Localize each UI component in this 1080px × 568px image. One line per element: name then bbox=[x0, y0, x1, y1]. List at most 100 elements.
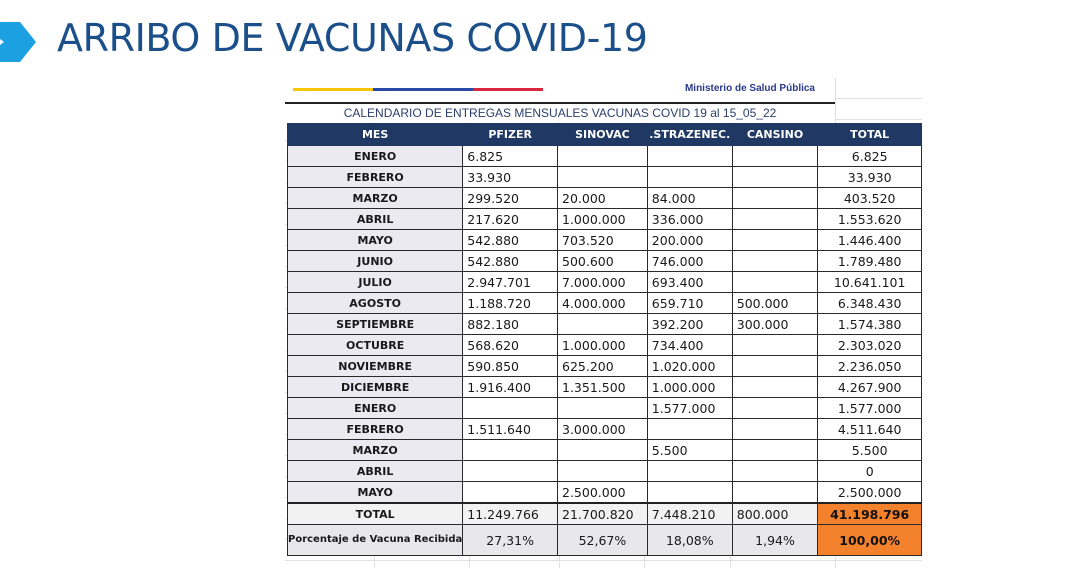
cell-mes: FEBRERO bbox=[286, 418, 464, 440]
cell-pfizer: 2.947.701 bbox=[462, 271, 558, 293]
cell-pfizer: 590.850 bbox=[462, 355, 558, 377]
cell-total: 0 bbox=[817, 460, 922, 482]
cell-pfizer bbox=[462, 397, 558, 419]
cell-sinovac: 20.000 bbox=[557, 187, 648, 209]
cell-astrazeneca: 659.710 bbox=[646, 292, 733, 314]
cell-astrazeneca: 18,08% bbox=[646, 524, 733, 556]
cell-total: 5.500 bbox=[817, 439, 922, 461]
cell-pfizer: 1.511.640 bbox=[462, 418, 558, 440]
table-row: ABRIL 217.620 1.000.000 336.000 1.553.620 bbox=[286, 208, 922, 230]
cell-astrazeneca bbox=[646, 481, 733, 504]
cell-mes: AGOSTO bbox=[286, 292, 464, 314]
cell-pfizer: 542.880 bbox=[462, 229, 558, 251]
cell-astrazeneca bbox=[646, 145, 733, 167]
table-row: JUNIO 542.880 500.600 746.000 1.789.480 bbox=[286, 250, 922, 272]
table-row: JULIO 2.947.701 7.000.000 693.400 10.641.101 bbox=[286, 271, 922, 293]
cell-total: 403.520 bbox=[817, 187, 922, 209]
cell-mes: ABRIL bbox=[286, 208, 464, 230]
cell-mes: NOVIEMBRE bbox=[286, 355, 464, 377]
cell-total: 2.500.000 bbox=[817, 481, 922, 504]
cell-cansino: 500.000 bbox=[731, 292, 819, 314]
cell-cansino bbox=[731, 334, 819, 356]
table-row: ENERO 6.825 6.825 bbox=[286, 145, 922, 167]
cell-sinovac: 703.520 bbox=[557, 229, 648, 251]
cell-astrazeneca bbox=[646, 418, 733, 440]
cell-pfizer: 33.930 bbox=[462, 166, 558, 188]
cell-sinovac: 1.000.000 bbox=[557, 334, 648, 356]
table-row: ABRIL 0 bbox=[286, 460, 922, 482]
table-row: MAYO 2.500.000 2.500.000 bbox=[286, 481, 922, 504]
table-row: MARZO 299.520 20.000 84.000 403.520 bbox=[286, 187, 922, 209]
cell-astrazeneca: 5.500 bbox=[646, 439, 733, 461]
cell-total: 4.511.640 bbox=[817, 418, 922, 440]
cell-astrazeneca: 392.200 bbox=[646, 313, 733, 335]
table-row: AGOSTO 1.188.720 4.000.000 659.710 500.000 6.… bbox=[286, 292, 922, 314]
table-row: FEBRERO 1.511.640 3.000.000 4.511.640 bbox=[286, 418, 922, 440]
cell-cansino: 800.000 bbox=[731, 502, 819, 525]
ministry-header: Ministerio de Salud Pública bbox=[285, 78, 835, 104]
cell-cansino bbox=[731, 439, 819, 461]
cell-total: 100,00% bbox=[817, 524, 922, 556]
cell-mes: MAYO bbox=[286, 229, 464, 251]
cell-cansino bbox=[731, 145, 819, 167]
cell-pfizer: 27,31% bbox=[462, 524, 558, 556]
cell-mes: FEBRERO bbox=[286, 166, 464, 188]
cell-pfizer: 1.916.400 bbox=[462, 376, 558, 398]
header-astrazeneca: .STRAZENEC. bbox=[646, 123, 733, 146]
cell-astrazeneca: 746.000 bbox=[646, 250, 733, 272]
cell-pfizer: 542.880 bbox=[462, 250, 558, 272]
cell-sinovac bbox=[557, 460, 648, 482]
cell-cansino bbox=[731, 166, 819, 188]
header-total: TOTAL bbox=[817, 123, 922, 146]
cell-total: 10.641.101 bbox=[817, 271, 922, 293]
table-row: DICIEMBRE 1.916.400 1.351.500 1.000.000 4.26… bbox=[286, 376, 922, 398]
table-row: MAYO 542.880 703.520 200.000 1.446.400 bbox=[286, 229, 922, 251]
calendar-title: CALENDARIO DE ENTREGAS MENSUALES VACUNAS… bbox=[285, 104, 835, 122]
header-sinovac: SINOVAC bbox=[557, 123, 648, 146]
cell-pfizer: 11.249.766 bbox=[462, 502, 558, 525]
cell-pfizer: 6.825 bbox=[462, 145, 558, 167]
cell-astrazeneca: 1.000.000 bbox=[646, 376, 733, 398]
cell-total: 1.446.400 bbox=[817, 229, 922, 251]
cell-mes: TOTAL bbox=[286, 502, 464, 525]
cell-mes: MARZO bbox=[286, 187, 464, 209]
cell-sinovac bbox=[557, 145, 648, 167]
table-row: OCTUBRE 568.620 1.000.000 734.400 2.303.020 bbox=[286, 334, 922, 356]
cell-total: 1.553.620 bbox=[817, 208, 922, 230]
cell-astrazeneca: 693.400 bbox=[646, 271, 733, 293]
cell-pfizer: 299.520 bbox=[462, 187, 558, 209]
flag-stripe-red bbox=[473, 88, 543, 91]
cell-cansino bbox=[731, 355, 819, 377]
cell-pfizer: 882.180 bbox=[462, 313, 558, 335]
cell-pfizer: 217.620 bbox=[462, 208, 558, 230]
cell-pfizer: 1.188.720 bbox=[462, 292, 558, 314]
cell-sinovac: 1.000.000 bbox=[557, 208, 648, 230]
cell-cansino bbox=[731, 376, 819, 398]
cell-sinovac: 625.200 bbox=[557, 355, 648, 377]
cell-sinovac bbox=[557, 313, 648, 335]
percentage-row: Porcentaje de Vacuna Recibida 27,31% 52,67… bbox=[286, 524, 922, 556]
cell-mes: DICIEMBRE bbox=[286, 376, 464, 398]
cell-sinovac: 2.500.000 bbox=[557, 481, 648, 504]
table-header-row: MES PFIZER SINOVAC .STRAZENEC. CANSINO T… bbox=[286, 123, 922, 146]
cell-mes: JUNIO bbox=[286, 250, 464, 272]
cell-mes: ENERO bbox=[286, 397, 464, 419]
cell-mes: ABRIL bbox=[286, 460, 464, 482]
cell-mes: SEPTIEMBRE bbox=[286, 313, 464, 335]
cell-cansino bbox=[731, 418, 819, 440]
cell-sinovac bbox=[557, 166, 648, 188]
vaccine-table: MES PFIZER SINOVAC .STRAZENEC. CANSINO T… bbox=[286, 123, 922, 556]
cell-total: 1.577.000 bbox=[817, 397, 922, 419]
flag-stripe-yellow bbox=[293, 88, 373, 91]
cell-total: 41.198.796 bbox=[817, 502, 922, 525]
cell-cansino bbox=[731, 250, 819, 272]
flag-stripe-blue bbox=[373, 88, 473, 91]
ministry-label: Ministerio de Salud Pública bbox=[684, 83, 815, 94]
cell-cansino bbox=[731, 187, 819, 209]
cell-mes: MAYO bbox=[286, 481, 464, 504]
cell-sinovac: 7.000.000 bbox=[557, 271, 648, 293]
cell-astrazeneca: 1.020.000 bbox=[646, 355, 733, 377]
cell-total: 2.303.020 bbox=[817, 334, 922, 356]
cell-cansino bbox=[731, 397, 819, 419]
cell-mes: MARZO bbox=[286, 439, 464, 461]
